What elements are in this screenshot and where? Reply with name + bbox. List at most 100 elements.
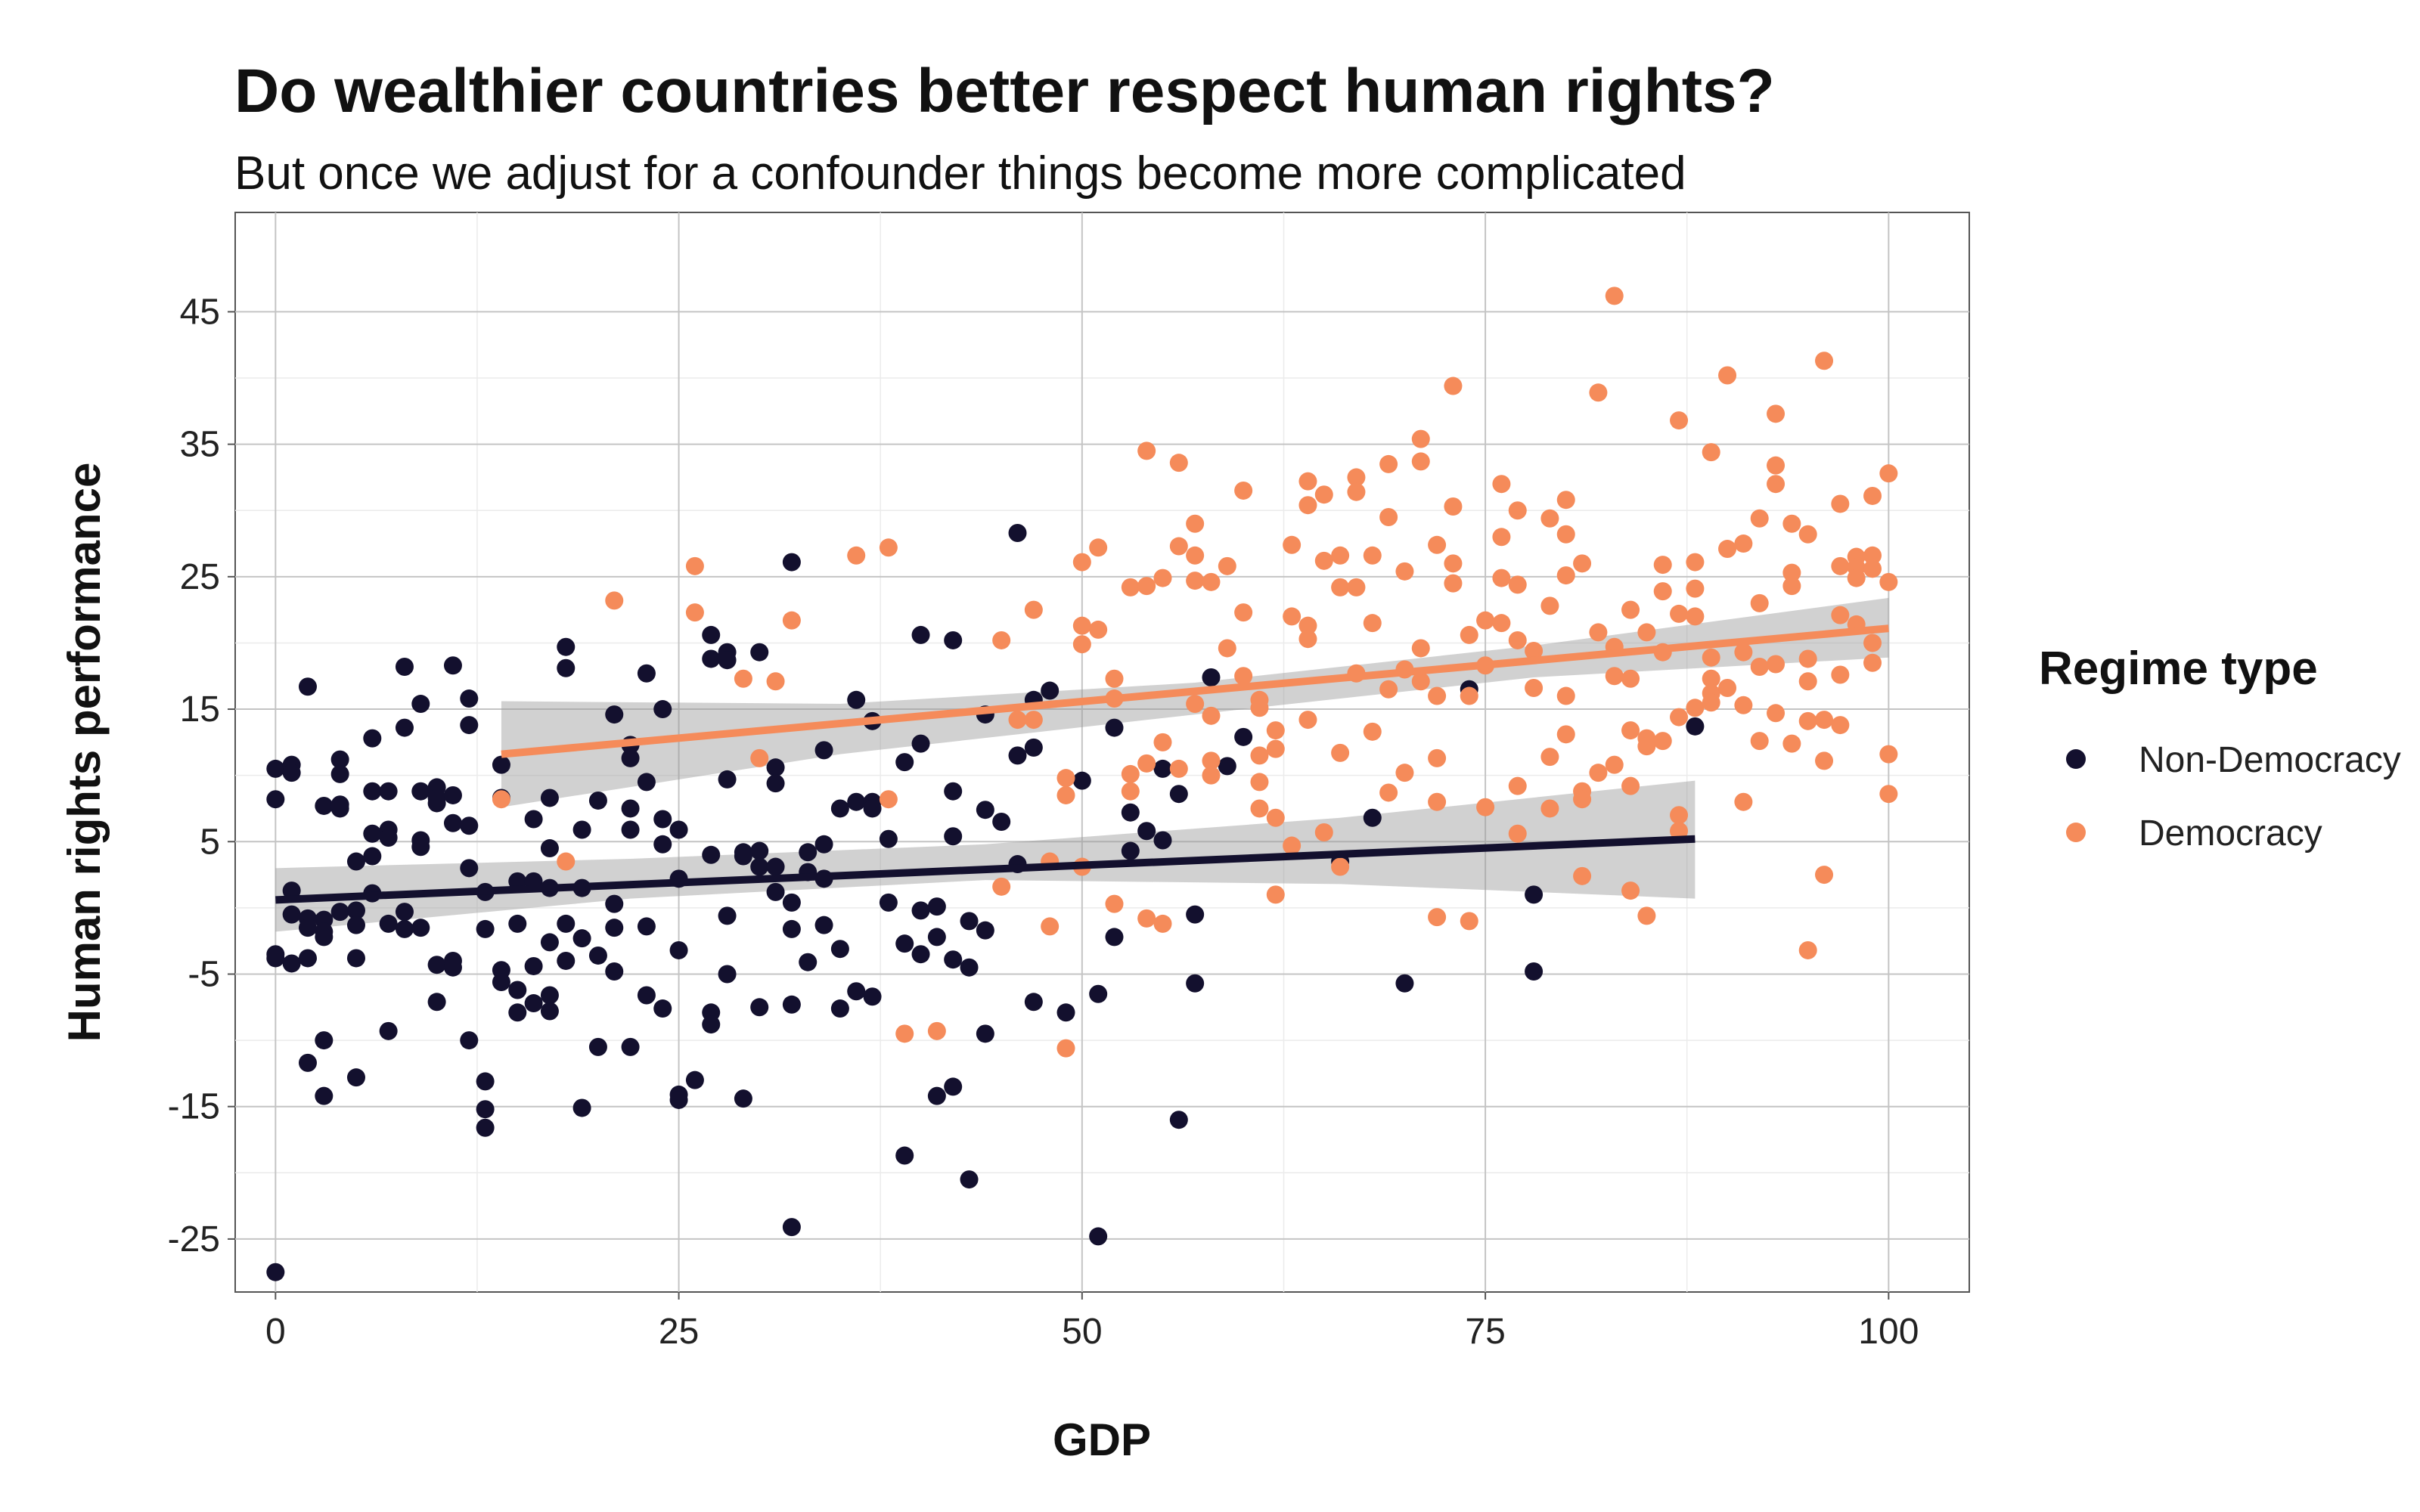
data-point: [621, 820, 640, 839]
data-point: [621, 748, 640, 767]
data-point: [702, 649, 721, 668]
data-point: [1041, 681, 1060, 700]
data-point: [1798, 525, 1817, 544]
data-point: [1750, 509, 1769, 528]
data-point: [1428, 686, 1447, 705]
data-point: [557, 658, 576, 677]
data-point: [1121, 578, 1140, 596]
data-point: [1798, 672, 1817, 691]
data-point: [750, 748, 769, 767]
data-point: [266, 949, 285, 968]
data-point: [1879, 572, 1898, 591]
plot-panel: [234, 212, 1970, 1293]
data-point: [588, 946, 607, 965]
data-point: [669, 820, 688, 839]
data-point: [1589, 383, 1608, 402]
data-point: [1250, 746, 1269, 765]
data-point: [863, 987, 882, 1006]
data-point: [1395, 562, 1414, 581]
data-point: [1137, 442, 1156, 460]
data-point: [1525, 641, 1544, 660]
data-point: [1573, 866, 1592, 885]
trend-lines: [275, 624, 1889, 904]
data-point: [379, 1021, 398, 1040]
data-point: [863, 799, 882, 818]
data-point: [1637, 623, 1656, 642]
data-point: [1750, 657, 1769, 676]
data-point: [782, 995, 801, 1014]
data-point: [1718, 679, 1737, 698]
data-point: [395, 657, 414, 676]
data-point: [476, 1100, 495, 1119]
data-point: [1041, 917, 1060, 936]
y-axis-title: Human rights performance: [59, 463, 110, 1043]
data-point: [1072, 553, 1091, 572]
data-point: [814, 916, 833, 934]
grid-minor: [235, 212, 1969, 1292]
data-point: [1670, 411, 1689, 430]
data-point: [1621, 721, 1640, 740]
data-point: [1218, 757, 1236, 776]
data-point: [766, 882, 785, 901]
scatter-points: [266, 287, 1898, 1281]
data-point: [750, 841, 769, 860]
data-point: [1879, 464, 1898, 483]
data-point: [1702, 443, 1720, 462]
data-point: [1863, 559, 1882, 578]
data-point: [1089, 984, 1108, 1003]
y-tick-label: 15: [180, 689, 220, 730]
data-point: [1460, 625, 1478, 644]
data-point: [653, 810, 672, 829]
data-point: [476, 919, 495, 938]
data-point: [427, 993, 446, 1012]
data-point: [992, 631, 1011, 649]
data-point: [1056, 1039, 1075, 1058]
data-point: [1153, 831, 1172, 850]
data-point: [1540, 799, 1559, 818]
data-point: [685, 1070, 704, 1089]
data-point: [1734, 792, 1753, 811]
data-point: [1379, 680, 1398, 699]
data-point: [847, 982, 866, 1001]
data-point: [782, 919, 801, 938]
data-point: [1492, 569, 1511, 587]
data-point: [1105, 894, 1124, 913]
data-point: [1395, 764, 1414, 782]
data-point: [1379, 454, 1398, 473]
data-point: [1008, 711, 1027, 730]
data-point: [1702, 669, 1720, 688]
data-point: [315, 1086, 334, 1105]
data-point: [1105, 718, 1124, 737]
data-point: [1153, 914, 1172, 933]
data-point: [1718, 366, 1737, 385]
data-point: [1686, 579, 1705, 598]
data-point: [1492, 614, 1511, 633]
data-point: [1653, 582, 1672, 601]
data-point: [315, 796, 334, 815]
data-point: [1411, 429, 1430, 448]
y-tick-label: -25: [168, 1219, 220, 1259]
data-point: [879, 829, 898, 848]
data-point: [1024, 600, 1043, 619]
data-point: [621, 799, 640, 818]
data-point: [557, 951, 576, 970]
data-point: [814, 835, 833, 854]
data-point: [879, 893, 898, 912]
data-point: [1072, 635, 1091, 654]
data-point: [1137, 577, 1156, 596]
data-point: [1734, 643, 1753, 662]
data-point: [524, 956, 543, 975]
data-point: [572, 820, 591, 839]
data-point: [460, 1031, 479, 1050]
legend-label: Democracy: [2139, 813, 2322, 854]
data-point: [1202, 668, 1221, 687]
data-point: [1782, 577, 1801, 596]
data-point: [1169, 785, 1188, 804]
data-point: [1186, 974, 1205, 993]
data-point: [637, 986, 656, 1005]
data-point: [1056, 769, 1075, 788]
y-tick-label: -15: [168, 1087, 220, 1127]
data-point: [1024, 738, 1043, 757]
data-point: [1314, 485, 1333, 504]
